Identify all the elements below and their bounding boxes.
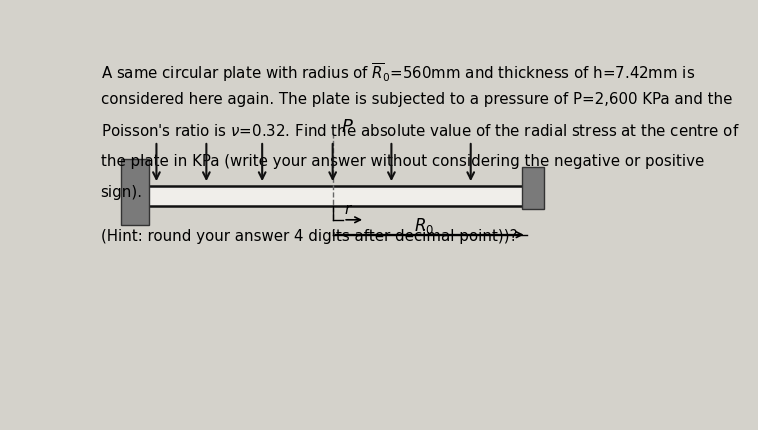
Text: (Hint: round your answer 4 digits after decimal point))?: (Hint: round your answer 4 digits after … bbox=[101, 229, 517, 244]
Text: A same circular plate with radius of $\mathit{\overline{R}_0}$=560mm and thickne: A same circular plate with radius of $\m… bbox=[101, 61, 695, 84]
Text: sign).: sign). bbox=[101, 185, 143, 200]
Bar bbox=[145, 186, 527, 206]
Bar bbox=[121, 159, 149, 225]
Text: the plate in KPa (write your answer without considering the negative or positive: the plate in KPa (write your answer with… bbox=[101, 154, 704, 169]
Bar bbox=[522, 168, 544, 209]
Text: Poisson's ratio is $\mathit{\nu}$=0.32. Find the absolute value of the radial st: Poisson's ratio is $\mathit{\nu}$=0.32. … bbox=[101, 123, 739, 139]
Text: considered here again. The plate is subjected to a pressure of P=2,600 KPa and t: considered here again. The plate is subj… bbox=[101, 92, 732, 108]
Text: $R_0$: $R_0$ bbox=[414, 216, 434, 236]
Text: $r$: $r$ bbox=[344, 202, 353, 217]
Text: $P$: $P$ bbox=[341, 118, 354, 136]
